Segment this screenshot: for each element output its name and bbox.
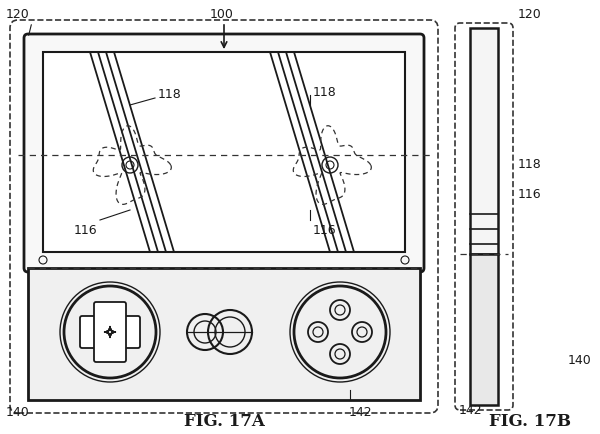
Text: 142: 142	[348, 405, 372, 418]
Bar	[28, 268, 420, 400]
Text: 118: 118	[518, 158, 542, 171]
Text: 116: 116	[313, 224, 337, 237]
FancyBboxPatch shape	[80, 316, 140, 348]
Text: 118: 118	[158, 89, 182, 102]
Text: 120: 120	[518, 7, 542, 20]
Text: 120: 120	[6, 7, 30, 20]
Text: 116: 116	[518, 188, 542, 201]
Text: 142: 142	[458, 404, 482, 417]
FancyBboxPatch shape	[94, 302, 126, 362]
Bar	[43, 52, 405, 252]
Text: FIG. 17B: FIG. 17B	[489, 414, 571, 431]
Text: 140: 140	[6, 405, 30, 418]
Text: 116: 116	[73, 224, 97, 237]
Bar	[470, 28, 498, 254]
Text: 100: 100	[210, 7, 234, 20]
Bar	[470, 254, 498, 405]
Text: 140: 140	[568, 354, 592, 366]
Text: 118: 118	[313, 86, 337, 99]
Text: FIG. 17A: FIG. 17A	[184, 414, 265, 431]
FancyBboxPatch shape	[24, 34, 424, 272]
